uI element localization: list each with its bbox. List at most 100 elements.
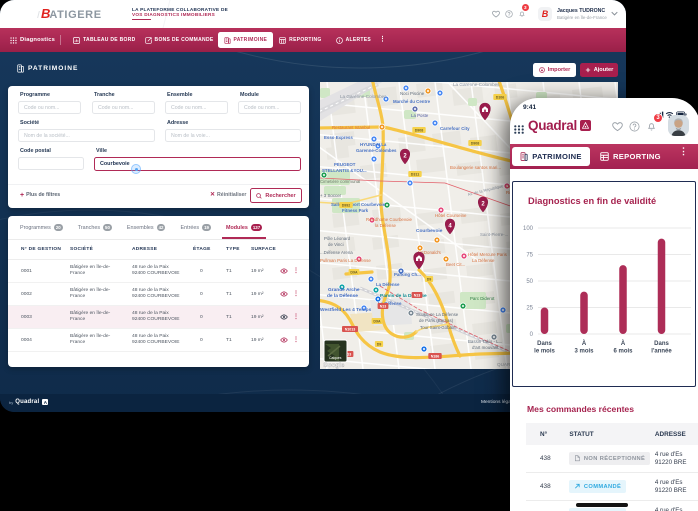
nav-item-reporting[interactable]: REPORTING — [279, 36, 321, 44]
bar[interactable] — [657, 238, 666, 334]
map-poi-icon[interactable] — [402, 84, 410, 92]
table-row[interactable]: 0004 Bâtigère en Île-de- France 48 rue de l… — [8, 329, 309, 352]
map-poi-icon[interactable] — [355, 255, 363, 263]
bell-icon[interactable] — [518, 10, 526, 18]
tab-programmes[interactable]: Programmes 20 — [20, 216, 63, 239]
map-place-label: Marché du Centre — [393, 99, 431, 104]
map-poi-icon[interactable] — [397, 267, 405, 275]
map-poi-icon[interactable] — [378, 123, 386, 131]
map-poi-icon[interactable] — [372, 286, 380, 294]
map-poi-icon[interactable] — [433, 236, 441, 244]
map-poi-icon[interactable] — [437, 206, 445, 214]
row-menu-icon[interactable]: ⋮ — [293, 267, 299, 274]
map-poi-icon[interactable] — [416, 244, 424, 252]
footer-brand[interactable]: by Quadral A — [9, 399, 49, 405]
view-row-button[interactable] — [276, 268, 291, 274]
view-row-button[interactable] — [276, 314, 291, 320]
map-poi-icon[interactable] — [411, 105, 419, 113]
help-icon[interactable] — [629, 121, 640, 132]
map-poi-icon[interactable] — [374, 295, 382, 303]
heart-icon[interactable] — [492, 10, 500, 18]
table-row[interactable]: 0001 Bâtigère en Île-de- France 48 rue de l… — [8, 260, 309, 283]
map-poi-icon[interactable] — [503, 182, 511, 190]
row-menu-icon[interactable]: ⋮ — [293, 290, 299, 297]
footer-mentions-link[interactable]: Mentions légales — [481, 400, 517, 405]
map-poi-icon[interactable] — [370, 135, 378, 143]
nav-item-patrimoine[interactable]: PATRIMOINE — [217, 32, 274, 48]
map-home-marker[interactable] — [479, 102, 491, 121]
map-poi-icon[interactable] — [338, 283, 346, 291]
module-input[interactable]: Code ou nom... — [238, 101, 301, 114]
map-poi-icon[interactable] — [442, 255, 450, 263]
map-poi-icon[interactable] — [383, 201, 391, 209]
map-poi-icon[interactable] — [490, 333, 498, 341]
nav-item-alertes[interactable]: ALERTES — [335, 36, 371, 44]
phone-tab-reporting[interactable]: REPORTING — [600, 147, 661, 166]
map-poi-icon[interactable] — [320, 171, 328, 179]
societe-input[interactable]: Nom de la société... — [18, 129, 155, 142]
search-button[interactable]: Rechercher — [250, 188, 302, 203]
chevron-down-icon[interactable] — [611, 11, 618, 16]
menu-grid-icon[interactable] — [514, 121, 524, 134]
user-avatar[interactable]: B — [538, 7, 552, 21]
map-cluster-marker[interactable]: 2 — [400, 148, 410, 165]
map-layers-control[interactable]: Calques — [323, 339, 348, 363]
tab-modules[interactable]: Modules 137 — [221, 216, 267, 239]
view-row-button[interactable] — [276, 337, 291, 343]
tab-ensembles[interactable]: Ensembles 42 — [127, 216, 166, 239]
more-filters-link[interactable]: + Plus de filtres — [20, 192, 60, 199]
ville-input[interactable]: Courbevoie — [94, 157, 301, 171]
map-poi-icon[interactable] — [436, 89, 444, 97]
heart-icon[interactable] — [612, 121, 623, 132]
map-poi-icon[interactable] — [406, 179, 414, 187]
add-button[interactable]: Ajouter — [580, 63, 618, 77]
map-poi-icon[interactable] — [367, 275, 375, 283]
map-poi-icon[interactable] — [382, 95, 390, 103]
ensemble-input[interactable]: Code ou nom... — [165, 101, 228, 114]
programme-input[interactable]: Code ou nom... — [18, 101, 81, 114]
bar[interactable] — [619, 265, 627, 334]
map-home-marker[interactable] — [413, 251, 425, 270]
import-button[interactable]: Importer — [533, 63, 576, 77]
table-row[interactable]: 0003 Bâtigère en Île-de- France 48 rue de l… — [8, 306, 309, 329]
order-row[interactable]: 438 NON RÉCEPTIONNÉ 4 rue d'Es 91220 BRE — [526, 445, 698, 473]
code-postal-input[interactable] — [18, 157, 84, 170]
bell-icon[interactable] — [646, 121, 657, 132]
user-avatar-photo[interactable] — [668, 115, 689, 136]
map-poi-icon[interactable] — [459, 302, 467, 310]
help-icon[interactable] — [505, 10, 513, 18]
home-indicator[interactable] — [576, 503, 628, 507]
map-poi-icon[interactable] — [368, 216, 376, 224]
nav-item-bons-de-commande[interactable]: BONS DE COMMANDE — [144, 36, 214, 44]
map-poi-icon[interactable] — [420, 345, 428, 353]
adresse-input[interactable]: Nom de la voie... — [165, 129, 301, 142]
map-poi-icon[interactable] — [370, 155, 378, 163]
tab-tranches[interactable]: Tranches 50 — [78, 216, 112, 239]
tab-entrees[interactable]: Entrées 19 — [180, 216, 211, 239]
map-poi-icon[interactable] — [431, 119, 439, 127]
map-poi-icon[interactable] — [424, 87, 432, 95]
map-poi-icon[interactable] — [374, 142, 382, 150]
nav-item-tableau-de-bord[interactable]: TABLEAU DE BORD — [73, 36, 135, 44]
phone-tab-more-icon[interactable]: ⋮ — [679, 146, 688, 156]
bar[interactable] — [540, 307, 549, 335]
batigere-logo[interactable]: B ATIGERE — [37, 6, 102, 21]
map-poi-icon[interactable] — [460, 252, 468, 260]
reset-link[interactable]: ✕ Réinitialiser — [210, 192, 246, 199]
table-row[interactable]: 0002 Bâtigère en Île-de- France 48 rue de l… — [8, 283, 309, 306]
row-menu-icon[interactable]: ⋮ — [293, 313, 299, 320]
bar[interactable] — [580, 291, 588, 334]
map-cluster-marker[interactable]: 4 — [445, 218, 455, 235]
nav-item-diagnostics[interactable]: Diagnostics — [10, 36, 55, 44]
map-cluster-marker[interactable]: 2 — [478, 196, 488, 213]
row-menu-icon[interactable]: ⋮ — [293, 336, 299, 343]
map-poi-icon[interactable] — [407, 309, 415, 317]
view-row-button[interactable] — [276, 291, 291, 297]
nav-more-icon[interactable]: ⋮ — [379, 36, 387, 43]
map-poi-icon[interactable] — [360, 304, 368, 312]
tranche-input[interactable]: Code ou nom... — [92, 101, 155, 114]
map-poi-icon[interactable] — [499, 306, 507, 314]
phone-tab-patrimoine[interactable]: PATRIMOINE — [512, 147, 590, 166]
